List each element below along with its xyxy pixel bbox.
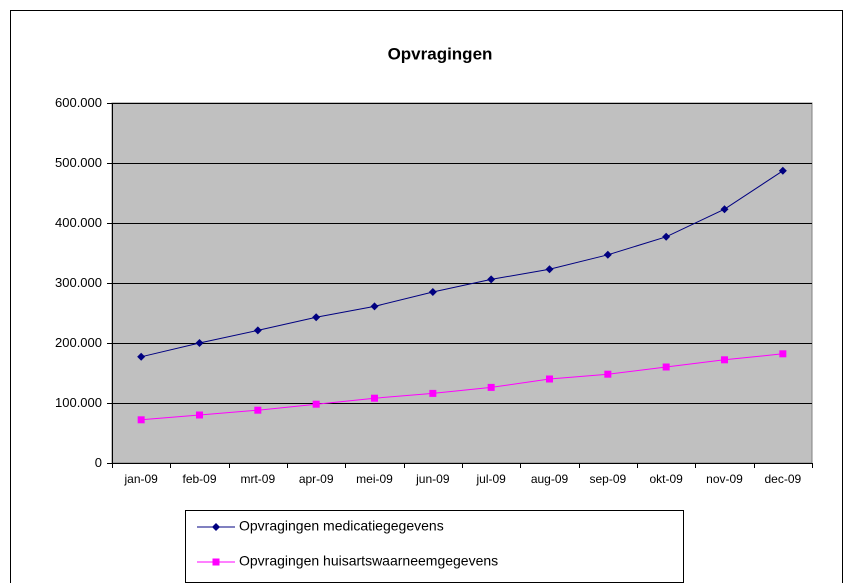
x-tick-label: jun-09 — [415, 472, 450, 486]
data-point — [604, 370, 612, 378]
data-point — [371, 394, 378, 402]
x-tick-label: okt-09 — [649, 472, 683, 486]
y-tick-label: 600.000 — [55, 95, 102, 110]
y-tick-label: 300.000 — [55, 275, 102, 290]
chart-title: Opvragingen — [388, 44, 493, 63]
series-line — [141, 170, 784, 358]
data-point — [779, 350, 787, 358]
data-point — [545, 265, 554, 274]
data-point — [662, 363, 670, 371]
y-tick-label: 500.000 — [55, 155, 102, 170]
data-point — [720, 205, 729, 214]
data-point — [254, 406, 262, 414]
data-point — [196, 411, 203, 419]
data-point — [253, 326, 262, 335]
x-tick-label: feb-09 — [182, 472, 216, 486]
legend-label: Opvragingen medicatiegegevens — [239, 518, 444, 534]
data-point — [487, 275, 496, 284]
legend-label: Opvragingen huisartswaarneemgegevens — [239, 553, 498, 569]
x-tick-label: nov-09 — [706, 472, 743, 486]
y-tick-label: 400.000 — [55, 215, 102, 230]
data-point — [546, 375, 553, 383]
data-point — [662, 232, 671, 241]
x-tick-label: apr-09 — [299, 472, 334, 486]
y-tick-label: 200.000 — [55, 335, 102, 350]
y-tick-label: 0 — [95, 455, 102, 470]
y-tick-label: 100.000 — [55, 395, 102, 410]
series-line — [141, 353, 783, 421]
data-point — [312, 313, 321, 322]
data-point — [603, 250, 612, 259]
data-point — [370, 302, 379, 311]
legend-marker — [212, 558, 220, 566]
data-point — [487, 383, 495, 391]
data-point — [312, 400, 320, 408]
data-point — [137, 352, 146, 361]
data-point — [428, 288, 437, 296]
legend-box — [185, 510, 684, 583]
x-tick-label: aug-09 — [531, 472, 569, 486]
data-point — [429, 389, 437, 397]
x-tick-label: jul-09 — [475, 472, 506, 486]
legend-marker — [212, 523, 220, 531]
x-tick-label: sep-09 — [589, 472, 626, 486]
x-tick-label: mrt-09 — [240, 472, 275, 486]
data-point — [721, 356, 728, 364]
x-tick-label: jan-09 — [123, 472, 158, 486]
x-tick-label: mei-09 — [356, 472, 393, 486]
data-point — [195, 339, 204, 347]
data-point — [778, 166, 787, 175]
x-tick-label: dec-09 — [764, 472, 801, 486]
data-point — [137, 416, 145, 424]
